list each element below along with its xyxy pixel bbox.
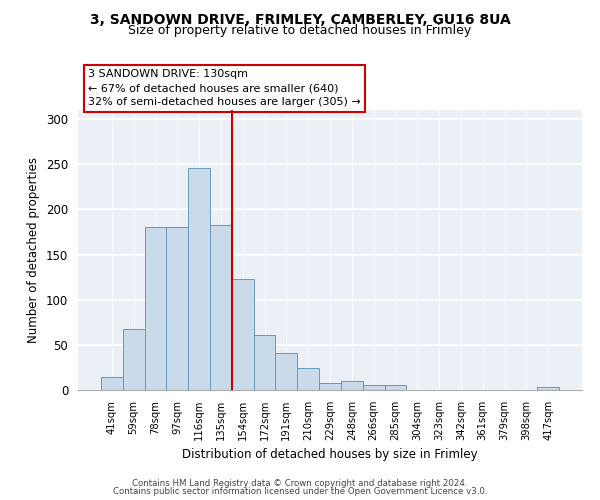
Bar: [341, 381, 363, 390]
Text: 3, SANDOWN DRIVE, FRIMLEY, CAMBERLEY, GU16 8UA: 3, SANDOWN DRIVE, FRIMLEY, CAMBERLEY, GU…: [89, 12, 511, 26]
Bar: [385, 386, 406, 390]
Bar: [363, 384, 385, 390]
Bar: [537, 388, 559, 390]
Bar: [254, 335, 275, 390]
Text: 3 SANDOWN DRIVE: 130sqm
← 67% of detached houses are smaller (640)
32% of semi-d: 3 SANDOWN DRIVE: 130sqm ← 67% of detache…: [88, 69, 361, 107]
Bar: [275, 353, 297, 390]
Bar: [232, 279, 254, 390]
Text: Size of property relative to detached houses in Frimley: Size of property relative to detached ho…: [128, 24, 472, 37]
Text: Contains public sector information licensed under the Open Government Licence v3: Contains public sector information licen…: [113, 488, 487, 496]
Bar: [166, 228, 188, 390]
Bar: [319, 383, 341, 390]
Bar: [210, 224, 232, 390]
Y-axis label: Number of detached properties: Number of detached properties: [28, 157, 40, 343]
Text: Contains HM Land Registry data © Crown copyright and database right 2024.: Contains HM Land Registry data © Crown c…: [132, 478, 468, 488]
Bar: [123, 328, 145, 390]
Bar: [297, 368, 319, 390]
Bar: [188, 168, 210, 390]
X-axis label: Distribution of detached houses by size in Frimley: Distribution of detached houses by size …: [182, 448, 478, 462]
Bar: [101, 378, 123, 390]
Bar: [145, 228, 166, 390]
